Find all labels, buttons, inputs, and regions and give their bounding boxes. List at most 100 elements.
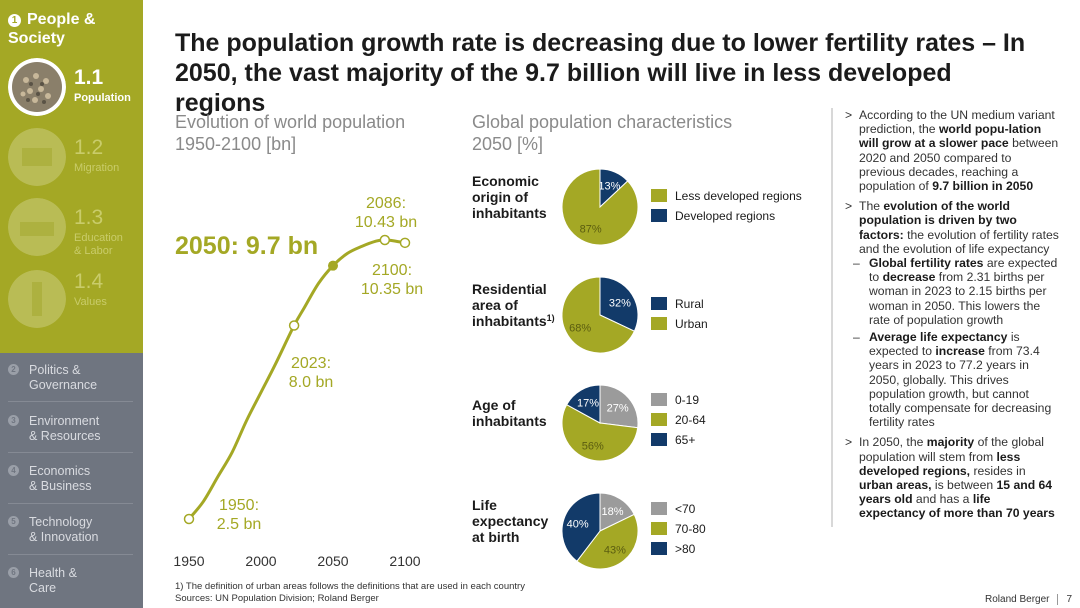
point-label-value: 10.43 bn	[355, 214, 417, 231]
nav-divider	[8, 554, 133, 555]
pie-slice-label: 13%	[598, 180, 620, 192]
subsection-values[interactable]: 1.4 Values	[8, 270, 143, 330]
legend-swatch	[651, 317, 667, 330]
data-point-2100	[399, 237, 411, 249]
pie-row-label: Age of	[472, 397, 516, 413]
pie-slice	[561, 168, 639, 246]
subsection-education-labor[interactable]: 1.3 Education & Labor	[8, 198, 143, 258]
subsection-migration[interactable]: 1.2 Migration	[8, 128, 143, 188]
legend-label: >80	[675, 542, 696, 556]
data-point-2023	[288, 320, 300, 331]
legend-label: <70	[675, 502, 696, 516]
pie-slice	[561, 404, 639, 462]
subsection-population[interactable]: 1.1 Population	[8, 58, 143, 118]
pie-slice	[599, 384, 639, 429]
pie-slice	[576, 513, 639, 570]
point-label-year: 2023:	[291, 355, 331, 372]
x-tick-label: 2050	[317, 553, 348, 569]
legend-swatch	[651, 209, 667, 222]
active-section-panel: 1 People & Society 1.1 Population 1.2 Mig…	[0, 0, 143, 353]
point-label-year: 2086:	[366, 195, 406, 212]
data-point-2086	[379, 234, 391, 246]
point-label-year: 1950:	[219, 497, 259, 514]
pie-slice-label: 40%	[567, 518, 589, 530]
footer-brand: Roland Berger 7	[985, 594, 1073, 605]
legend-swatch	[651, 502, 667, 515]
pie-slice-label: 68%	[569, 323, 591, 335]
point-label-value: 2.5 bn	[217, 516, 261, 533]
pie-slice	[561, 492, 601, 562]
pie-slice-label: 17%	[577, 398, 599, 410]
data-point-2050	[328, 260, 338, 271]
pie-slice-label: 87%	[580, 224, 602, 236]
legend-label: 65+	[675, 433, 695, 447]
pie-slice	[599, 492, 635, 532]
legend-swatch	[651, 393, 667, 406]
pie-row-label: origin of	[472, 189, 528, 205]
nav-divider	[8, 452, 133, 453]
pie-slice-label: 56%	[582, 440, 604, 452]
legend-swatch	[651, 297, 667, 310]
page-title: The population growth rate is decreasing…	[175, 29, 1026, 117]
legend-label: Urban	[675, 317, 708, 331]
bullet-un-prediction: > According to the UN medium variant pre…	[845, 108, 1059, 194]
line-chart-title: Evolution of world population 1950-2100 […	[175, 112, 406, 154]
legend-swatch	[651, 542, 667, 555]
x-tick-label: 2100	[389, 553, 420, 569]
point-label-value: 10.35 bn	[361, 281, 423, 298]
pie-row-label: inhabitants1)	[472, 313, 555, 329]
key-findings: > According to the UN medium variant pre…	[831, 108, 1059, 527]
pie-slice-label: 27%	[607, 402, 629, 414]
section-title[interactable]: 1 People & Society	[8, 11, 96, 47]
pie-slice-label: 18%	[601, 506, 623, 518]
values-thumbnail	[8, 270, 66, 328]
page-number: 7	[1057, 594, 1073, 605]
pie-slice	[561, 276, 636, 354]
nav-divider	[8, 401, 133, 402]
legend-label: 70-80	[675, 522, 706, 536]
legend-swatch	[651, 433, 667, 446]
section-number: 1	[8, 14, 21, 27]
bullet-2050-majority: > In 2050, the majority of the global po…	[845, 435, 1055, 521]
pie-row-label: Life	[472, 497, 497, 513]
legend-label: Less developed regions	[675, 189, 802, 203]
pie-chart-title: Global population characteristics 2050 [%…	[472, 112, 733, 154]
legend-label: Rural	[675, 297, 704, 311]
bullet-drivers: > The evolution of the world population …	[845, 199, 1059, 256]
point-label-value: 8.0 bn	[289, 374, 333, 391]
data-point-1950	[183, 513, 195, 525]
pie-row-label: inhabitants	[472, 205, 547, 221]
population-curve	[187, 238, 406, 520]
pie-slice	[599, 276, 639, 332]
sidebar: 1 People & Society 1.1 Population 1.2 Mig…	[0, 0, 143, 608]
education-thumbnail	[8, 198, 66, 256]
legend-swatch	[651, 413, 667, 426]
pie-row-label: area of	[472, 297, 518, 313]
x-tick-label: 1950	[173, 553, 204, 569]
nav-divider	[8, 503, 133, 504]
x-tick-label: 2000	[245, 553, 276, 569]
world-population-line-chart: 1950 2000 2050 2100 2050: 9.7 bn 1950: 2.5 bn 2…	[173, 195, 423, 569]
legend-label: 20-64	[675, 413, 706, 427]
pie-row-label: Residential	[472, 281, 547, 297]
footnote: 1) The definition of urban areas follows…	[175, 581, 525, 604]
legend-label: 0-19	[675, 393, 699, 407]
pie-row-label: at birth	[472, 529, 519, 545]
point-label-year: 2100:	[372, 262, 412, 279]
pie-row-label: expectancy	[472, 513, 548, 529]
migration-thumbnail	[8, 128, 66, 186]
legend-label: Developed regions	[675, 209, 775, 223]
pie-slice	[566, 384, 601, 424]
subbullet-life-expectancy: – Average life expectancy is expected to…	[853, 330, 1052, 430]
pie-row-label: Economic	[472, 173, 539, 189]
pie-slice-label: 32%	[609, 297, 631, 309]
pie-row-label: inhabitants	[472, 413, 547, 429]
population-thumbnail	[8, 58, 66, 116]
legend-swatch	[651, 189, 667, 202]
subbullet-fertility: – Global fertility rates are expected to…	[853, 256, 1058, 327]
